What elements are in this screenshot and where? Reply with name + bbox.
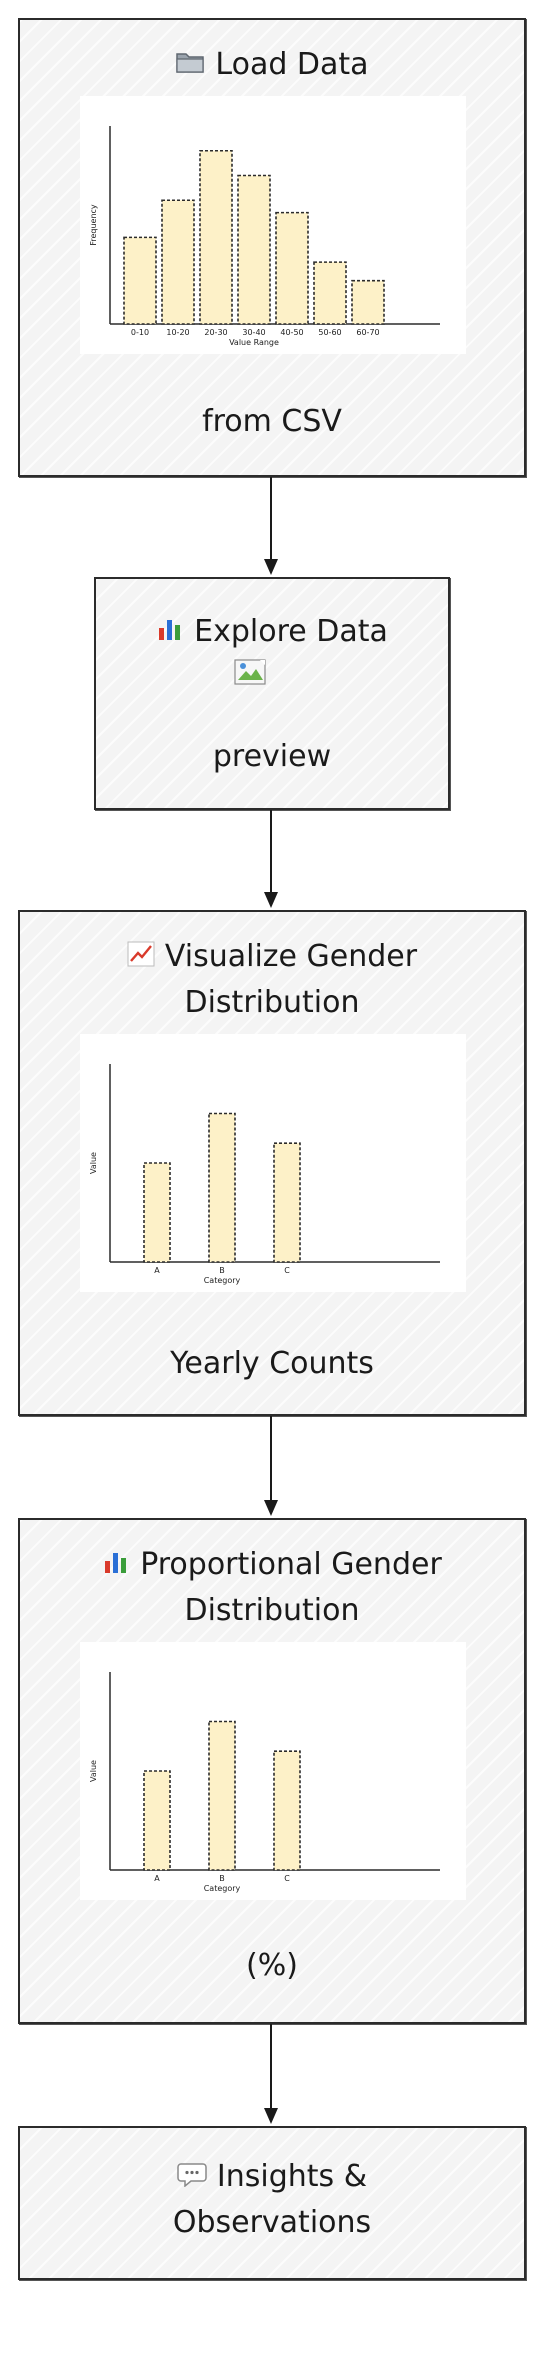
x-tick-label: 10-20 [166, 328, 189, 337]
y-axis-label: Value [89, 1760, 98, 1782]
x-axis-label: Category [204, 1884, 241, 1893]
flow-arrow [264, 810, 278, 908]
x-axis-label: Category [204, 1276, 241, 1285]
node-insights-observations: Insights & Observations [18, 2126, 526, 2280]
node-caption: (%) [246, 1948, 298, 1983]
node-visualize-gender-distribution: Visualize Gender Distribution A B C Categor… [18, 910, 526, 1416]
broken-image-icon [234, 659, 268, 685]
chart-bar [237, 174, 271, 325]
node-caption: from CSV [202, 404, 342, 439]
x-tick-label: C [284, 1874, 290, 1883]
node-title: Proportional Gender [20, 1542, 524, 1589]
chart-bar [161, 199, 195, 325]
flow-arrow [264, 2024, 278, 2124]
node-load-data: Load Data 0-10 10-20 20-30 30-40 40-50 50-60 6… [18, 18, 526, 477]
node-title-line: Explore Data [194, 614, 388, 649]
node-title-line: Insights & [216, 2159, 368, 2194]
flow-arrow [264, 1416, 278, 1516]
node-title: Insights & [20, 2154, 524, 2201]
bar-chart-icon [102, 1543, 130, 1589]
x-tick-label: B [219, 1874, 225, 1883]
x-tick-label: 30-40 [242, 328, 265, 337]
x-tick-label: 50-60 [318, 328, 341, 337]
y-axis-label: Frequency [89, 204, 98, 246]
line-chart-icon [127, 935, 155, 981]
node-title-line-2: Distribution [184, 985, 360, 1020]
histogram-chart: 0-10 10-20 20-30 30-40 40-50 50-60 60-70 Value … [80, 96, 466, 354]
node-explore-data: Explore Data preview [94, 577, 450, 810]
node-title-line: Load Data [215, 47, 369, 82]
node-title: Visualize Gender [20, 934, 524, 981]
node-title-line: Proportional Gender [140, 1547, 442, 1582]
node-title-line-2: Observations [172, 2205, 372, 2240]
flow-arrow [264, 477, 278, 575]
chart-bar [208, 1112, 236, 1263]
speech-bubble-icon [177, 2155, 207, 2201]
x-tick-label: B [219, 1266, 225, 1275]
x-tick-label: 60-70 [356, 328, 379, 337]
x-tick-label: A [154, 1874, 160, 1883]
node-caption: preview [212, 739, 332, 774]
y-axis-label: Value [89, 1152, 98, 1174]
chart-bar [273, 1142, 301, 1263]
chart-bar [143, 1162, 171, 1263]
chart-bar [351, 279, 385, 325]
x-tick-label: A [154, 1266, 160, 1275]
node-caption: Yearly Counts [170, 1346, 374, 1381]
chart-bar [275, 211, 309, 325]
chart-bar [123, 236, 157, 325]
chart-bar [273, 1750, 301, 1871]
chart-bar [313, 261, 347, 325]
bar-chart: A B C Category Value [80, 1642, 466, 1900]
x-tick-label: 40-50 [280, 328, 303, 337]
chart-bar [143, 1770, 171, 1871]
x-tick-label: C [284, 1266, 290, 1275]
node-title: Explore Data [96, 609, 448, 656]
node-title: Load Data [20, 42, 524, 89]
node-title-line-2: Distribution [184, 1593, 360, 1628]
folder-icon [175, 43, 205, 89]
bar-chart: A B C Category Value [80, 1034, 466, 1292]
x-tick-label: 20-30 [204, 328, 227, 337]
x-tick-label: 0-10 [131, 328, 149, 337]
node-title-line: Visualize Gender [164, 939, 418, 974]
node-proportional-gender-distribution: Proportional Gender Distribution A B C Cate… [18, 1518, 526, 2024]
chart-bar [208, 1720, 236, 1871]
chart-bar [199, 149, 233, 325]
bar-chart-icon [156, 610, 184, 656]
x-axis-label: Value Range [229, 338, 279, 347]
